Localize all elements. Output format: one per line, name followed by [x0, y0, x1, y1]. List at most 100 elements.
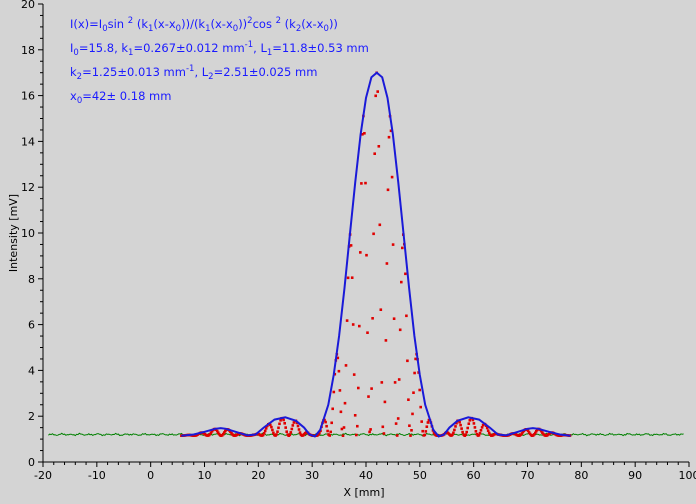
- data-point: [423, 433, 427, 437]
- data-point: [355, 433, 358, 437]
- annotation-text: (k: [281, 17, 296, 31]
- x-tick-label: 0: [147, 469, 154, 482]
- data-point: [271, 428, 274, 432]
- data-point: [401, 246, 404, 250]
- data-point: [465, 430, 468, 434]
- x-tick-label: 70: [521, 469, 535, 482]
- annotation-text: (k: [133, 17, 148, 31]
- data-point: [526, 429, 530, 433]
- data-point: [376, 90, 379, 93]
- data-point: [374, 94, 377, 98]
- subscript: 1: [267, 48, 272, 58]
- data-point: [324, 420, 327, 424]
- x-axis-title: X [mm]: [343, 486, 384, 499]
- data-point: [486, 429, 490, 432]
- superscript: -1: [186, 64, 194, 74]
- x-tick-label: 90: [628, 469, 642, 482]
- data-point: [467, 422, 471, 425]
- data-point: [341, 434, 345, 437]
- annotation-line: x0=42± 0.18 mm: [70, 89, 171, 106]
- data-point: [270, 425, 273, 429]
- data-point: [485, 426, 489, 430]
- data-point: [209, 431, 213, 435]
- data-point: [282, 418, 285, 422]
- data-point: [275, 433, 278, 436]
- data-point: [269, 423, 272, 427]
- data-point: [264, 427, 268, 430]
- data-point: [426, 421, 430, 424]
- data-point: [396, 417, 400, 420]
- superscript: 2: [128, 16, 133, 26]
- x-tick-label: -20: [34, 469, 52, 482]
- data-point: [379, 308, 383, 311]
- data-point: [384, 339, 388, 342]
- data-point: [285, 430, 288, 433]
- data-point: [410, 429, 413, 432]
- data-point: [222, 432, 225, 436]
- data-point: [339, 410, 343, 414]
- data-point: [382, 432, 386, 435]
- data-point: [425, 425, 429, 428]
- data-point: [261, 433, 265, 437]
- data-point: [278, 422, 281, 426]
- baseline-trace-line: [48, 432, 684, 437]
- data-point: [277, 426, 280, 430]
- data-point: [474, 430, 478, 433]
- data-point: [479, 429, 483, 432]
- data-point: [459, 423, 462, 427]
- data-point: [466, 426, 469, 430]
- data-point: [325, 424, 328, 428]
- subscript: 0: [233, 24, 238, 34]
- data-point: [331, 407, 334, 411]
- y-tick-label: 14: [21, 135, 35, 148]
- data-point: [395, 434, 399, 437]
- data-point: [397, 378, 401, 381]
- data-point: [318, 431, 321, 435]
- annotation-text: (x-x: [153, 17, 175, 31]
- subscript: 0: [73, 48, 78, 58]
- x-tick-label: 50: [413, 469, 427, 482]
- data-point: [284, 426, 287, 429]
- data-point: [288, 433, 292, 437]
- data-point: [332, 390, 336, 394]
- data-point: [452, 431, 455, 435]
- subscript: 0: [102, 24, 107, 34]
- y-tick-label: 6: [28, 319, 35, 332]
- y-axis-title: Intensity [mV]: [7, 194, 20, 272]
- data-point: [208, 432, 212, 436]
- baseline-trace-layer: [48, 432, 684, 437]
- data-point: [342, 426, 346, 429]
- data-point: [323, 418, 326, 422]
- data-point: [460, 427, 463, 430]
- data-point: [420, 420, 423, 423]
- data-point: [390, 175, 394, 179]
- superscript: 2: [247, 16, 252, 26]
- annotation-text: I: [70, 41, 73, 55]
- axes: -20-100102030405060708090100024681012141…: [21, 0, 696, 482]
- fit-annotations: I(x)=I0sin 2 (k1(x-x0))/(k1(x-x0))2cos 2…: [70, 16, 369, 106]
- subscript: 1: [128, 48, 133, 58]
- annotation-text: =11.8±0.53 mm: [272, 41, 369, 55]
- data-point: [279, 419, 282, 422]
- data-point: [475, 432, 479, 436]
- data-point: [276, 430, 279, 433]
- y-tick-label: 16: [21, 90, 35, 103]
- data-point: [414, 357, 417, 361]
- data-point: [380, 381, 384, 384]
- data-point: [393, 381, 397, 384]
- data-point: [532, 433, 536, 436]
- x-tick-label: 40: [359, 469, 373, 482]
- data-point: [412, 391, 415, 394]
- annotation-text: ))/(k: [181, 17, 205, 31]
- data-point: [432, 431, 436, 435]
- data-point: [336, 356, 340, 360]
- data-point: [453, 428, 456, 432]
- data-point: [340, 427, 344, 431]
- data-point: [472, 422, 476, 425]
- data-point: [223, 431, 226, 434]
- annotation-text: )): [238, 17, 247, 31]
- data-point: [369, 428, 372, 431]
- data-point: [229, 430, 232, 434]
- data-point: [418, 388, 421, 392]
- data-point: [357, 386, 360, 390]
